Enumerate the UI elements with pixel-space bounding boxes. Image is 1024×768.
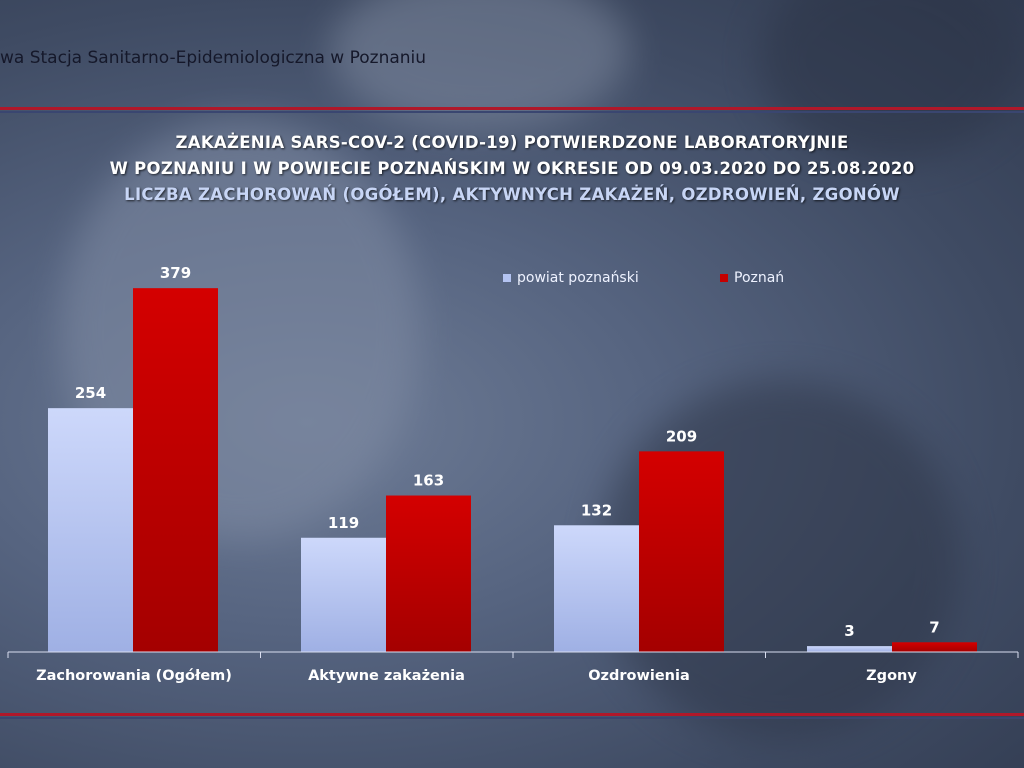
organization-name: wa Stacja Sanitarno-Epidemiologiczna w P… [0,48,427,68]
chart-title: ZAKAŻENIA SARS-COV-2 (COVID-19) POTWIERD… [175,133,849,152]
bar-series-1-0 [48,408,133,652]
bar-series-1-3 [807,646,892,652]
data-label-series-1-3: 3 [844,622,854,640]
bottom-rule-blue [0,717,1024,719]
chart-subtitle: LICZBA ZACHOROWAŃ (OGÓŁEM), AKTYWNYCH ZA… [124,185,900,204]
data-label-series-2-0: 379 [160,264,191,282]
legend-label-series-1: powiat poznański [517,270,639,286]
virus-shape-top [760,0,1020,160]
category-label-0: Zachorowania (Ogółem) [36,668,232,684]
legend-label-series-2: Poznań [734,270,785,286]
data-label-series-2-1: 163 [413,472,444,490]
data-label-series-1-0: 254 [75,384,106,402]
legend-swatch-series-1 [503,274,511,282]
top-rule-blue [0,111,1024,113]
legend-swatch-series-2 [720,274,728,282]
category-label-3: Zgony [866,668,917,684]
data-label-series-2-3: 7 [929,618,939,636]
bar-series-2-1 [386,495,471,652]
bar-series-2-2 [639,451,724,652]
chart-title-line2: W POZNANIU I W POWIECIE POZNAŃSKIM W OKR… [109,159,915,178]
top-rule-red [0,107,1024,110]
bar-series-2-3 [892,642,977,652]
bar-series-2-0 [133,288,218,652]
bar-series-1-2 [554,525,639,652]
data-label-series-2-2: 209 [666,427,697,445]
data-label-series-1-1: 119 [328,514,359,532]
bottom-rule-red [0,713,1024,716]
legend-item-series-2: Poznań [720,270,784,286]
category-label-1: Aktywne zakażenia [308,668,465,684]
data-label-series-1-2: 132 [581,501,612,519]
bar-series-1-1 [301,537,386,652]
category-label-2: Ozdrowienia [588,668,690,684]
legend-item-series-1: powiat poznański [503,270,639,286]
